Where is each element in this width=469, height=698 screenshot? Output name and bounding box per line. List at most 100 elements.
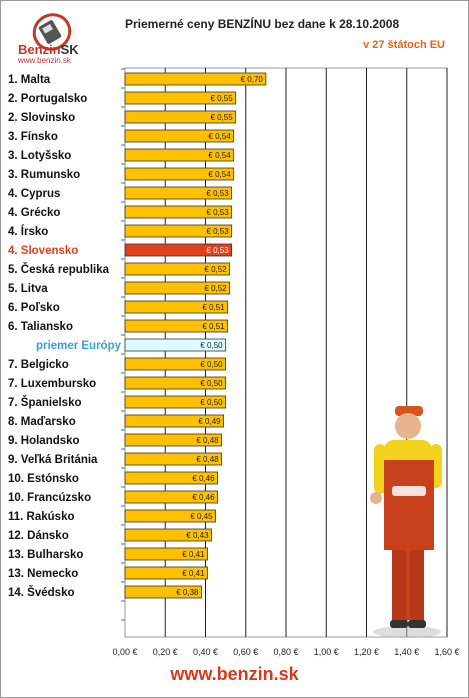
bar-value-label: € 0,49 [198,417,221,426]
bar [124,262,231,276]
bar [124,72,267,86]
bar [124,129,235,143]
bar-value-label: € 0,50 [200,341,223,350]
bar [124,433,222,447]
category-label: 13. Nemecko [8,568,78,580]
bar [124,91,237,105]
bar-value-label: € 0,51 [202,322,225,331]
bar [124,319,229,333]
bar-value-label: € 0,50 [200,360,223,369]
bar-value-label: € 0,55 [210,113,233,122]
bar-value-label: € 0,52 [204,284,227,293]
bar-value-label: € 0,43 [186,531,209,540]
bar-value-label: € 0,53 [206,227,229,236]
bar [124,357,227,371]
x-tick-label: 0,20 € [153,647,178,657]
bar-value-label: € 0,50 [200,398,223,407]
bar [124,243,233,257]
category-label: 13. Bulharsko [8,549,83,561]
category-label: 4. Cyprus [8,188,60,200]
footer-url: www.benzin.sk [170,664,299,684]
logo-url: www.benzin.sk [18,56,71,65]
x-tick-label: 0,80 € [273,647,298,657]
category-label: 7. Belgicko [8,359,69,371]
category-label: 6. Taliansko [8,321,73,333]
bar [124,338,227,352]
category-label: 3. Fínsko [8,131,58,143]
bar-value-label: € 0,51 [202,303,225,312]
category-label: 3. Rumunsko [8,169,80,181]
category-label: 10. Francúzsko [8,492,91,504]
bar-value-label: € 0,54 [208,132,231,141]
logo-brand: BenzinSK [18,42,79,57]
bar-value-label: € 0,38 [176,588,199,597]
bar-value-label: € 0,48 [196,455,219,464]
bar [124,395,227,409]
fuel-pump-logo-icon [32,13,72,51]
bar-value-label: € 0,52 [204,265,227,274]
category-label: 1. Malta [8,74,51,86]
category-label: 4. Slovensko [8,245,78,257]
category-label: 5. Česká republika [8,263,110,276]
bar-value-label: € 0,54 [208,151,231,160]
bar [124,471,218,485]
bar [124,414,225,428]
category-label: 2. Slovinsko [8,112,75,124]
category-label: 5. Litva [8,283,48,295]
bar [124,490,218,504]
bar-value-label: € 0,48 [196,436,219,445]
bar-value-label: € 0,70 [241,75,264,84]
category-label: 12. Dánsko [8,530,69,542]
bar [124,148,235,162]
bar [124,186,233,200]
bar-value-label: € 0,46 [192,474,215,483]
category-label: 10. Estónsko [8,473,79,485]
bar [124,509,216,523]
x-tick-label: 1,00 € [314,647,339,657]
x-tick-label: 1,40 € [394,647,419,657]
bar [124,376,227,390]
category-label: 2. Portugalsko [8,93,87,105]
category-label: 4. Írsko [8,225,48,238]
bar-value-label: € 0,50 [200,379,223,388]
chart-subtitle: v 27 štátoch EU [363,39,445,51]
bar-value-label: € 0,53 [206,189,229,198]
category-label: 11. Rakúsko [8,511,74,523]
category-label: 6. Poľsko [8,302,60,314]
x-tick-label: 0,40 € [193,647,218,657]
fuel-worker-illustration [370,406,442,638]
bar [124,566,208,580]
bar [124,452,222,466]
category-label: 14. Švédsko [8,586,74,599]
x-tick-label: 0,00 € [112,647,137,657]
chart-title: Priemerné ceny BENZÍNU bez dane k 28.10.… [125,17,400,31]
bar-value-label: € 0,54 [208,170,231,179]
x-tick-label: 1,20 € [354,647,379,657]
bar [124,224,233,238]
bar [124,300,229,314]
category-label: 3. Lotyšsko [8,150,71,162]
bar-value-label: € 0,53 [206,208,229,217]
category-label: priemer Európy [36,340,122,352]
bar [124,110,237,124]
bar-value-label: € 0,45 [190,512,213,521]
bar-value-label: € 0,55 [210,94,233,103]
category-label: 9. Veľká Británia [8,454,98,466]
bar [124,281,231,295]
bar [124,205,233,219]
bar-value-label: € 0,46 [192,493,215,502]
x-tick-label: 1,60 € [434,647,459,657]
bar [124,585,202,599]
bar-value-label: € 0,41 [182,569,205,578]
bar [124,528,212,542]
category-label: 7. Španielsko [8,396,82,409]
category-label: 8. Maďarsko [8,416,76,428]
category-label: 4. Grécko [8,207,60,219]
x-tick-label: 0,60 € [233,647,258,657]
category-label: 7. Luxembursko [8,378,96,390]
bar-value-label: € 0,53 [206,246,229,255]
bar [124,167,235,181]
bar [124,547,208,561]
category-label: 9. Holandsko [8,435,80,447]
